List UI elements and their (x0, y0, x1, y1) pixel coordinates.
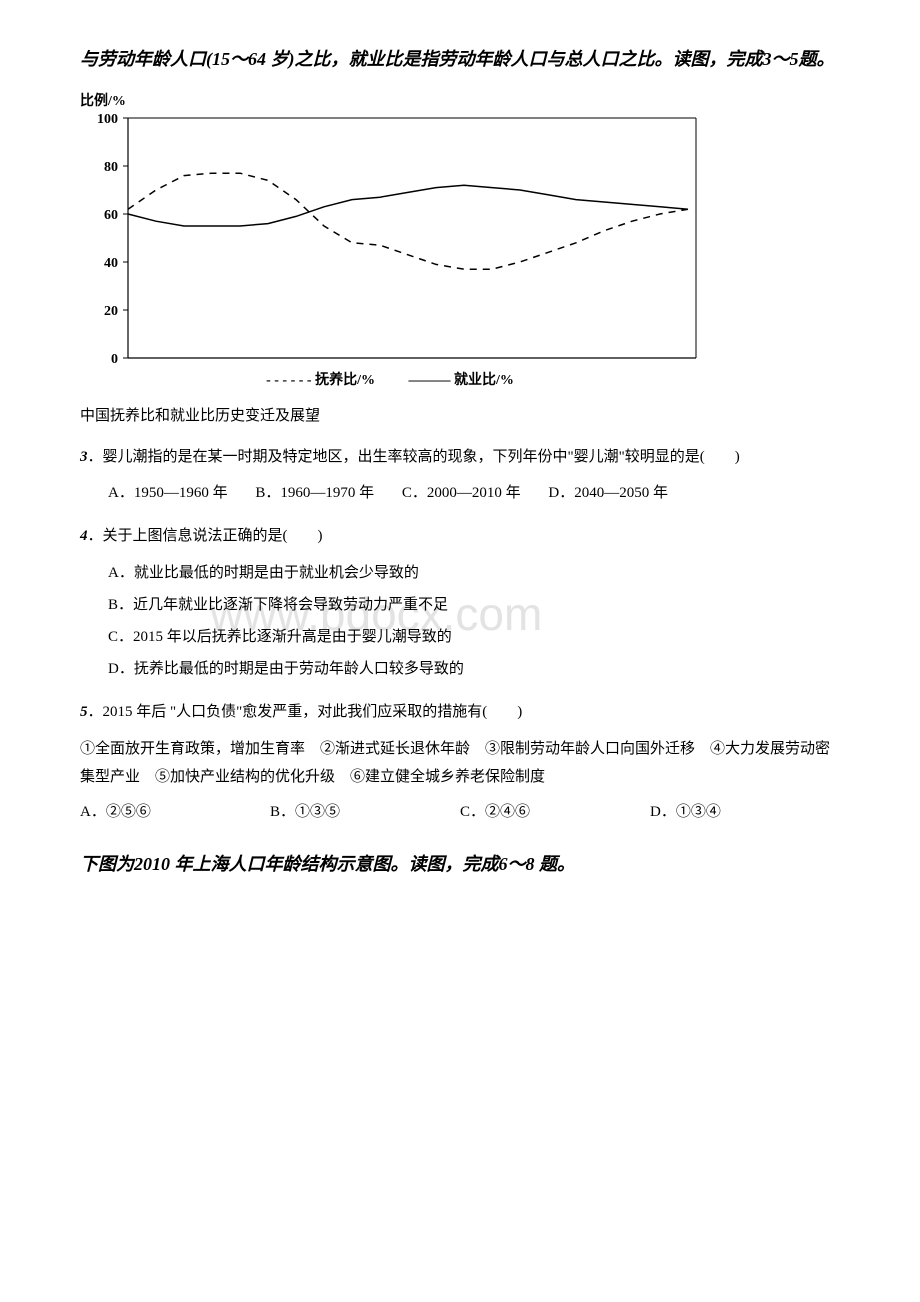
svg-text:2010: 2010 (451, 362, 477, 364)
q3-options: A．1950—1960 年 B．1960—1970 年 C．2000—2010 … (80, 479, 840, 508)
q3-option-a: A．1950—1960 年 (108, 485, 228, 501)
q4-option-c: C．2015 年以后抚养比逐渐升高是由于婴儿潮导致的 (108, 622, 840, 652)
svg-text:1990: 1990 (339, 362, 365, 364)
svg-text:2000: 2000 (395, 362, 421, 364)
q3-stem: 3．婴儿潮指的是在某一时期及特定地区，出生率较高的现象，下列年份中"婴儿潮"较明… (80, 443, 840, 472)
q5-statements: ①全面放开生育政策，增加生育率 ②渐进式延长退休年龄 ③限制劳动年龄人口向国外迁… (80, 735, 840, 792)
q5-stem: 5．2015 年后 "人口负债"愈发严重，对此我们应采取的措施有( ) (80, 698, 840, 727)
q5-options: A．②⑤⑥ B．①③⑤ C．②④⑥ D．①③④ (80, 798, 840, 827)
legend-item-employment: ——— 就业比/% (408, 373, 513, 388)
next-section-intro: 下图为2010 年上海人口年龄结构示意图。读图，完成6～8 题。 (80, 846, 840, 882)
line-chart: 0204060801001950196019701980199020002010… (80, 114, 700, 364)
chart-caption: 中国抚养比和就业比历史变迁及展望 (80, 404, 840, 425)
q4-options: A．就业比最低的时期是由于就业机会少导致的 B．近几年就业比逐渐下降将会导致劳动… (80, 558, 840, 684)
legend-label: 就业比/% (454, 373, 514, 388)
q3-option-d: D．2040—2050 年 (548, 485, 668, 501)
svg-text:60: 60 (104, 208, 118, 223)
q5-option-b: B．①③⑤ (270, 798, 460, 827)
svg-text:40: 40 (104, 256, 118, 271)
chart-container: 比例/% 02040608010019501960197019801990200… (80, 90, 700, 389)
svg-text:2020: 2020 (507, 362, 533, 364)
q3-option-c: C．2000—2010 年 (402, 485, 521, 501)
solid-marker: ——— (408, 373, 450, 388)
svg-text:1960: 1960 (171, 362, 197, 364)
q5-option-d: D．①③④ (650, 798, 840, 827)
y-axis-label: 比例/% (80, 90, 700, 110)
svg-text:2050: 2050 (675, 362, 700, 364)
svg-text:1950: 1950 (115, 362, 141, 364)
svg-text:100: 100 (97, 114, 118, 127)
q5-option-a: A．②⑤⑥ (80, 798, 270, 827)
dashed-marker: - - - - - - (266, 373, 311, 388)
intro-text: 与劳动年龄人口(15～64 岁)之比，就业比是指劳动年龄人口与总人口之比。读图，… (80, 40, 840, 80)
legend-item-dependency: - - - - - - 抚养比/% (266, 373, 378, 388)
svg-text:80: 80 (104, 160, 118, 175)
svg-text:20: 20 (104, 304, 118, 319)
q4-option-d: D．抚养比最低的时期是由于劳动年龄人口较多导致的 (108, 654, 840, 684)
svg-text:1980: 1980 (283, 362, 309, 364)
q5-option-c: C．②④⑥ (460, 798, 650, 827)
q5-number: 5 (80, 704, 88, 720)
svg-text:2040: 2040 (619, 362, 645, 364)
q4-option-b: B．近几年就业比逐渐下降将会导致劳动力严重不足 (108, 590, 840, 620)
q4-stem: 4．关于上图信息说法正确的是( ) (80, 522, 840, 551)
q3-text: ．婴儿潮指的是在某一时期及特定地区，出生率较高的现象，下列年份中"婴儿潮"较明显… (88, 449, 740, 465)
q4-option-a: A．就业比最低的时期是由于就业机会少导致的 (108, 558, 840, 588)
svg-text:2030: 2030 (563, 362, 589, 364)
q4-number: 4 (80, 528, 88, 544)
q4-text: ．关于上图信息说法正确的是( ) (88, 528, 323, 544)
q3-option-b: B．1960—1970 年 (255, 485, 374, 501)
svg-text:1970: 1970 (227, 362, 253, 364)
q3-number: 3 (80, 449, 88, 465)
legend-label: 抚养比/% (315, 373, 375, 388)
chart-legend: - - - - - - 抚养比/% ——— 就业比/% (80, 369, 700, 389)
q5-text: ．2015 年后 "人口负债"愈发严重，对此我们应采取的措施有( ) (88, 704, 523, 720)
